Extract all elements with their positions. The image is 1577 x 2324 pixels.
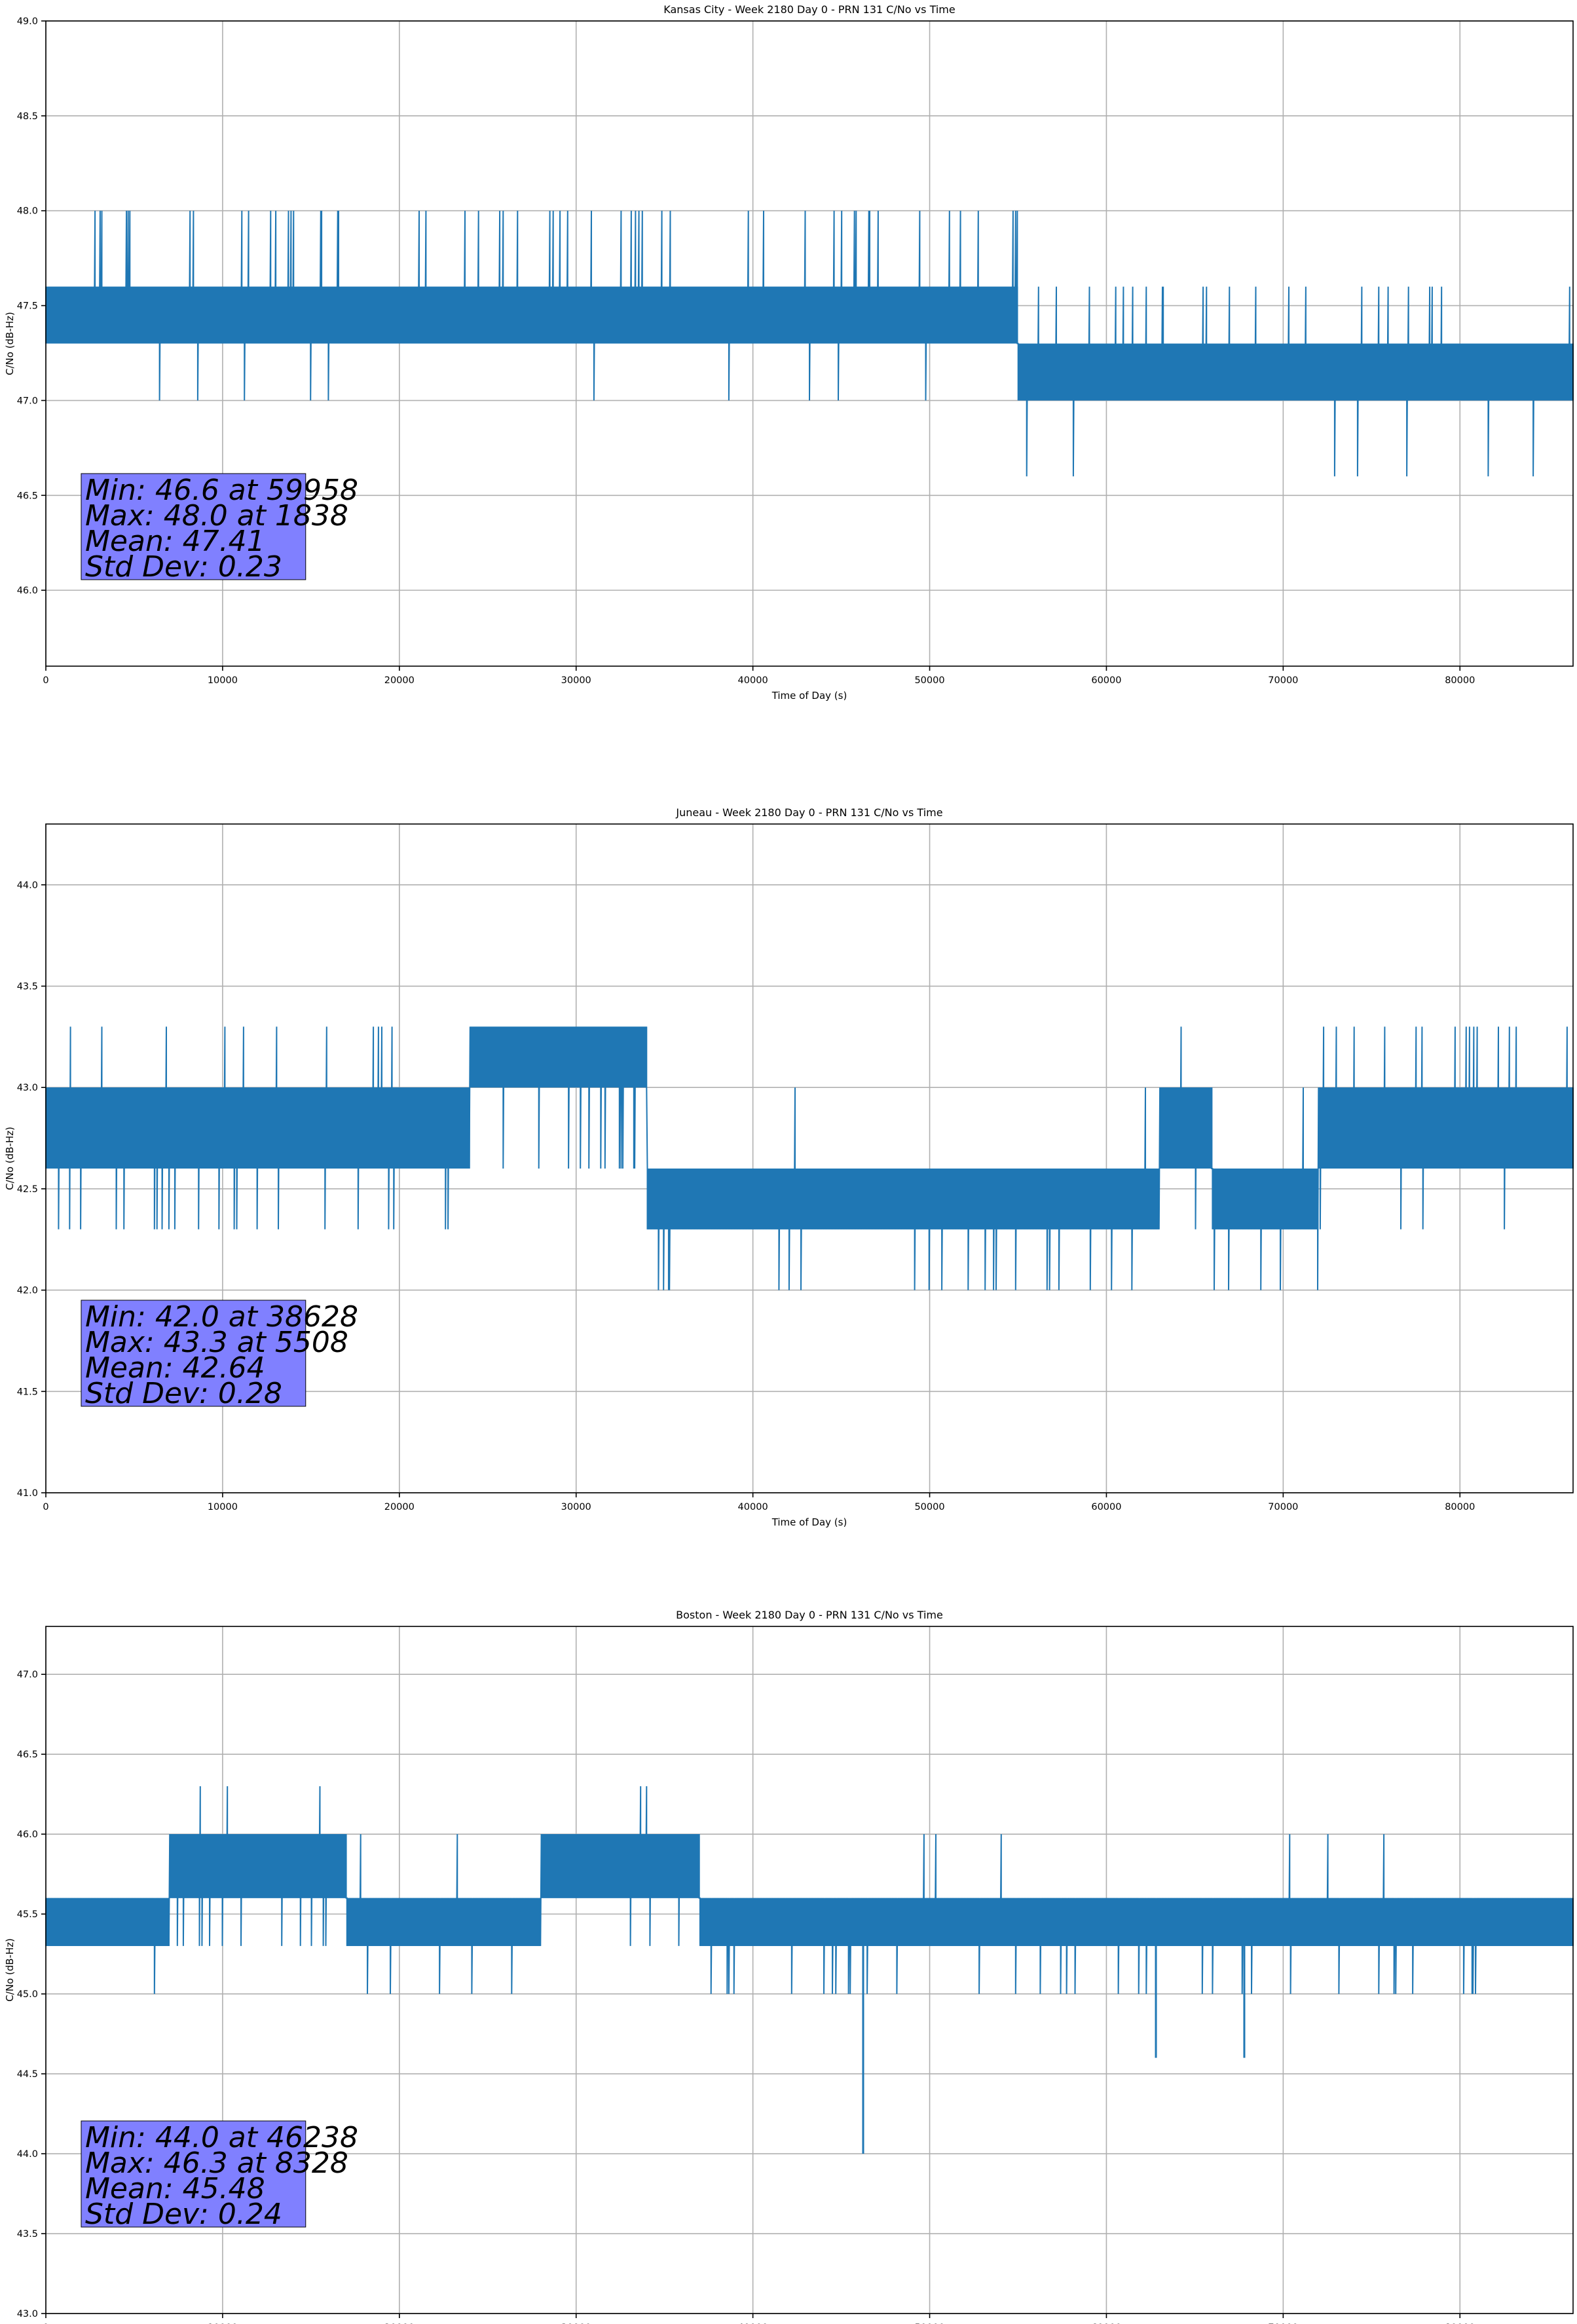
y-axis-label: C/No (dB-Hz)	[4, 1127, 16, 1190]
stats-line: Min: 46.6 at 59958	[85, 474, 358, 507]
axes-frame	[45, 823, 1574, 1493]
y-tick-label: 46.5	[17, 1750, 38, 1760]
stats-line: Mean: 45.48	[85, 2172, 265, 2205]
chart-panel-1: Kansas City - Week 2180 Day 0 - PRN 131 …	[4, 3, 1574, 702]
stats-line: Min: 44.0 at 46238	[85, 2121, 358, 2154]
x-tick-label: 80000	[1445, 1502, 1475, 1512]
stats-line: Mean: 47.41	[85, 525, 265, 558]
y-tick-label: 41.5	[17, 1387, 38, 1397]
y-tick-label: 44.0	[17, 2149, 38, 2160]
x-tick-label: 10000	[208, 2323, 238, 2324]
x-tick-label: 20000	[384, 2323, 415, 2324]
series-line	[45, 1026, 1574, 1290]
chart-title: Juneau - Week 2180 Day 0 - PRN 131 C/No …	[675, 806, 942, 819]
stats-line: Std Dev: 0.28	[85, 1377, 282, 1410]
y-tick-label: 47.5	[17, 301, 38, 312]
x-tick-label: 80000	[1445, 2323, 1475, 2324]
x-tick-label: 60000	[1091, 1502, 1121, 1512]
x-axis-label: Time of Day (s)	[771, 1516, 847, 1528]
y-tick-label: 45.0	[17, 1989, 38, 2000]
x-tick-label: 50000	[914, 1502, 944, 1512]
x-tick-label: 70000	[1268, 1502, 1298, 1512]
x-tick-label: 20000	[384, 1502, 415, 1512]
x-tick-label: 0	[43, 675, 48, 686]
x-tick-label: 70000	[1268, 675, 1298, 686]
y-tick-label: 47.0	[17, 1670, 38, 1680]
y-tick-label: 44.0	[17, 880, 38, 891]
x-tick-label: 30000	[561, 1502, 591, 1512]
y-tick-label: 49.0	[17, 16, 38, 27]
x-tick-label: 20000	[384, 675, 415, 686]
y-axis-label: C/No (dB-Hz)	[4, 312, 16, 375]
y-tick-label: 46.0	[17, 1829, 38, 1840]
stats-line: Max: 43.3 at 5508	[85, 1326, 348, 1359]
x-tick-label: 50000	[914, 675, 944, 686]
chart-title: Boston - Week 2180 Day 0 - PRN 131 C/No …	[676, 1609, 943, 1621]
x-tick-label: 60000	[1091, 2323, 1121, 2324]
x-tick-label: 10000	[208, 675, 238, 686]
chart-title: Kansas City - Week 2180 Day 0 - PRN 131 …	[663, 3, 955, 16]
stats-line: Min: 42.0 at 38628	[85, 1300, 358, 1334]
y-tick-label: 47.0	[17, 396, 38, 406]
y-tick-label: 43.0	[17, 1083, 38, 1093]
axes-frame	[45, 20, 1574, 667]
y-tick-label: 46.5	[17, 491, 38, 501]
y-tick-label: 41.0	[17, 1488, 38, 1499]
stats-line: Std Dev: 0.23	[85, 550, 282, 584]
stats-line: Max: 46.3 at 8328	[85, 2146, 348, 2180]
stats-box	[81, 1300, 306, 1407]
x-tick-label: 60000	[1091, 675, 1121, 686]
x-tick-label: 10000	[208, 1502, 238, 1512]
stats-box	[81, 473, 306, 580]
stats-line: Mean: 42.64	[85, 1351, 265, 1385]
axes-frame	[45, 1626, 1574, 2314]
y-tick-label: 43.5	[17, 2229, 38, 2240]
stats-line: Max: 48.0 at 1838	[85, 499, 348, 533]
series-line	[45, 210, 1574, 477]
x-tick-label: 30000	[561, 2323, 591, 2324]
x-tick-label: 0	[43, 2323, 48, 2324]
series-line	[45, 1786, 1574, 1995]
y-tick-label: 44.5	[17, 2069, 38, 2080]
x-tick-label: 70000	[1268, 2323, 1298, 2324]
y-tick-label: 48.5	[17, 111, 38, 122]
y-tick-label: 43.5	[17, 982, 38, 992]
y-tick-label: 42.0	[17, 1286, 38, 1296]
x-tick-label: 50000	[914, 2323, 944, 2324]
y-tick-label: 43.0	[17, 2309, 38, 2319]
y-tick-label: 45.5	[17, 1909, 38, 1920]
x-axis-label: Time of Day (s)	[771, 690, 847, 702]
y-axis-label: C/No (dB-Hz)	[4, 1938, 16, 2002]
chart-panel-2: Juneau - Week 2180 Day 0 - PRN 131 C/No …	[4, 806, 1574, 1528]
stats-line: Std Dev: 0.24	[85, 2198, 282, 2231]
x-tick-label: 40000	[738, 675, 768, 686]
stats-box	[81, 2120, 306, 2228]
y-tick-label: 46.0	[17, 586, 38, 596]
x-tick-label: 0	[43, 1502, 48, 1512]
chart-panel-3: Boston - Week 2180 Day 0 - PRN 131 C/No …	[4, 1609, 1574, 2324]
x-tick-label: 80000	[1445, 675, 1475, 686]
x-tick-label: 40000	[738, 1502, 768, 1512]
y-tick-label: 42.5	[17, 1184, 38, 1195]
y-tick-label: 48.0	[17, 206, 38, 217]
x-tick-label: 40000	[738, 2323, 768, 2324]
x-tick-label: 30000	[561, 675, 591, 686]
